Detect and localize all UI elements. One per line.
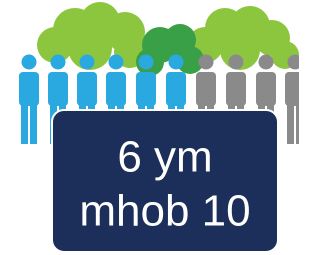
caption-line: mhob 10 — [79, 187, 250, 236]
infographic: 6 ym mhob 10 — [0, 0, 299, 255]
person-icon — [19, 55, 39, 145]
page: {"caption": {"lines": ["6 ym", "mhob 10"… — [0, 0, 299, 255]
caption-line: 6 ym — [117, 133, 212, 182]
